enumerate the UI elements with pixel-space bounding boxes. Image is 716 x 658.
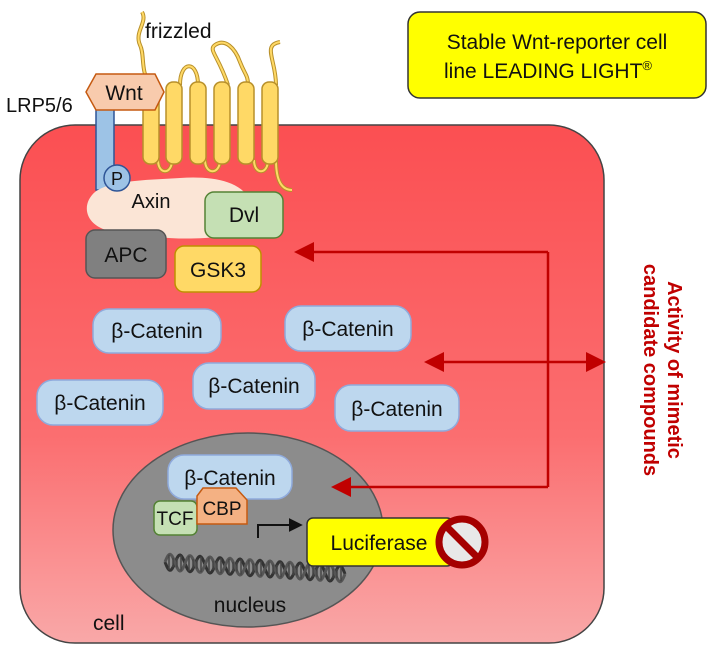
cbp-factor: CBP	[196, 487, 248, 525]
beta-catenin-1: β-Catenin	[92, 308, 222, 354]
side-label-line2: candidate compounds	[639, 264, 661, 476]
nuclear-beta-catenin: β-Catenin	[167, 454, 293, 500]
beta-catenin-3-label: β-Catenin	[208, 375, 299, 398]
beta-catenin-5-label: β-Catenin	[351, 398, 442, 421]
gsk3-label: GSK3	[190, 259, 246, 282]
title-box: Stable Wnt-reporter cell line LEADING LI…	[407, 11, 707, 99]
apc-label: APC	[104, 244, 147, 267]
side-label-line1: Activity of mimetic	[663, 281, 685, 459]
beta-catenin-3: β-Catenin	[192, 362, 316, 410]
beta-catenin-4: β-Catenin	[36, 379, 164, 426]
nuclear-beta-catenin-label: β-Catenin	[184, 467, 275, 490]
apc-protein: APC	[85, 229, 167, 279]
frizzled-receptor: frizzled	[136, 10, 293, 192]
frizzled-label: frizzled	[145, 20, 212, 43]
phospho-marker: P	[103, 164, 131, 192]
dvl-protein: Dvl	[204, 191, 284, 239]
dvl-label: Dvl	[229, 204, 259, 227]
registered-mark: ®	[642, 58, 652, 73]
compound-activity-arrows	[294, 242, 606, 497]
beta-catenin-1-label: β-Catenin	[111, 320, 202, 343]
title-line2-text: line LEADING LIGHT	[444, 60, 643, 83]
axin-label: Axin	[132, 191, 171, 213]
cbp-label: CBP	[202, 499, 241, 520]
title-line1: Stable Wnt-reporter cell	[447, 31, 668, 54]
beta-catenin-5: β-Catenin	[334, 384, 460, 432]
wnt-ligand: Wnt	[85, 73, 165, 111]
tcf-factor: TCF	[153, 500, 198, 536]
title-line2: line LEADING LIGHT®	[444, 58, 652, 83]
side-label: Activity of mimetic candidate compounds	[639, 264, 685, 476]
wnt-label: Wnt	[105, 82, 143, 105]
luciferase-label: Luciferase	[331, 532, 428, 555]
dna-helix	[163, 552, 347, 584]
prohibition-icon	[435, 515, 489, 569]
beta-catenin-2: β-Catenin	[284, 305, 412, 352]
phospho-label: P	[111, 169, 123, 189]
nucleus-label: nucleus	[214, 594, 286, 617]
lrp-label: LRP5/6	[6, 95, 73, 117]
cell-label: cell	[93, 612, 125, 635]
tcf-label: TCF	[157, 509, 194, 530]
beta-catenin-2-label: β-Catenin	[302, 318, 393, 341]
luciferase-reporter: Luciferase	[306, 517, 454, 567]
beta-catenin-4-label: β-Catenin	[54, 392, 145, 415]
gsk3-protein: GSK3	[174, 245, 262, 293]
transcription-arrow	[257, 518, 303, 538]
